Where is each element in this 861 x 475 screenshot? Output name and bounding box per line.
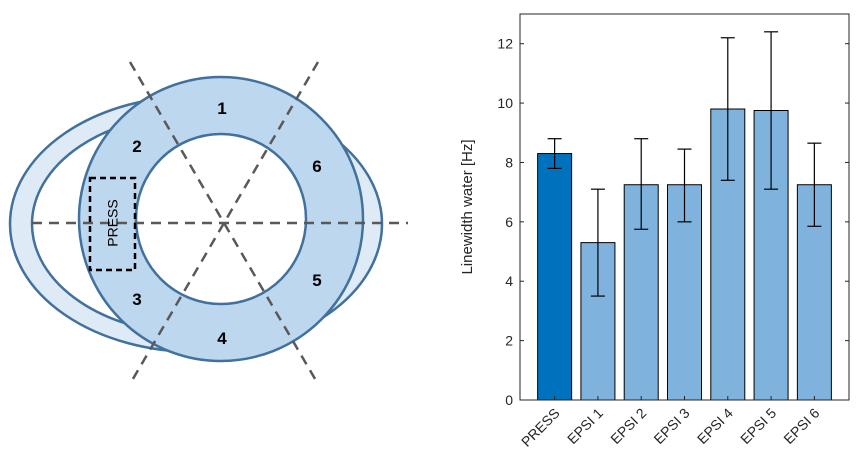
x-tick-label: EPSI 2 (607, 405, 649, 447)
error-bar-press (547, 138, 562, 169)
segment-label-6: 6 (312, 157, 321, 176)
brain-ring (79, 77, 363, 361)
x-tick-label: EPSI 6 (780, 405, 822, 447)
segment-label-4: 4 (217, 329, 227, 348)
y-tick-label: 8 (505, 154, 513, 170)
ring-inner-outline (134, 132, 308, 306)
x-tick-label: EPSI 1 (564, 405, 606, 447)
error-bar-epsi-5 (764, 31, 779, 190)
segment-label-3: 3 (132, 290, 141, 309)
press-voxel-box (88, 176, 137, 272)
error-bar-epsi-4 (720, 37, 735, 181)
x-axis: PRESS EPSI 1 EPSI 2 EPSI 3 EPSI 4 EPSI 5 EPSI … (518, 396, 823, 450)
errorbars-layer (547, 31, 822, 297)
error-bar-epsi-3 (677, 148, 692, 223)
y-tick-label: 0 (505, 392, 513, 408)
y-axis-title: Linewidth water [Hz] (459, 139, 476, 274)
error-bar-epsi-2 (634, 138, 649, 230)
segment-label-5: 5 (312, 271, 321, 290)
y-tick-label: 10 (497, 95, 513, 111)
segment-label-2: 2 (132, 137, 141, 156)
dashed-line-diagonal-b (128, 61, 320, 385)
y-tick-label: 12 (497, 36, 513, 52)
dashed-line-diagonal-a (128, 61, 320, 385)
y-axis: 0 2 4 6 8 10 12 (497, 36, 849, 408)
y-tick-label: 2 (505, 333, 513, 349)
y-tick-label: 4 (505, 273, 513, 289)
x-tick-label: PRESS (518, 405, 563, 450)
y-tick-label: 6 (505, 214, 513, 230)
x-tick-label: EPSI 5 (737, 405, 779, 447)
error-bar-epsi-1 (590, 188, 605, 297)
segment-label-1: 1 (217, 99, 226, 118)
press-voxel-label: PRESS (105, 199, 121, 246)
x-tick-label: EPSI 3 (650, 405, 692, 447)
ring-outer-outline (77, 75, 365, 363)
error-bar-epsi-6 (807, 142, 822, 227)
segmentation-diagram: PRESS 1 2 3 4 5 6 (8, 61, 408, 385)
x-tick-label: EPSI 4 (694, 405, 736, 447)
bar-press (537, 153, 573, 401)
